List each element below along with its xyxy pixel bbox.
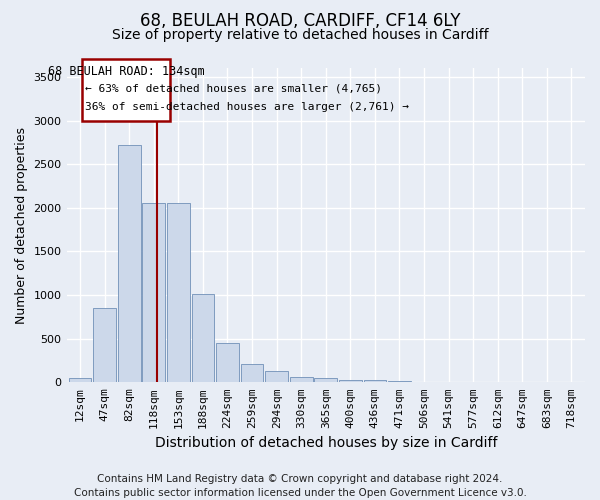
Bar: [191, 294, 214, 382]
Bar: [94, 308, 116, 382]
Bar: [167, 203, 190, 382]
Text: Contains HM Land Registry data © Crown copyright and database right 2024.
Contai: Contains HM Land Registry data © Crown c…: [74, 474, 526, 498]
Y-axis label: Number of detached properties: Number of detached properties: [15, 126, 28, 324]
Bar: [216, 342, 239, 382]
Text: Size of property relative to detached houses in Cardiff: Size of property relative to detached ho…: [112, 28, 488, 42]
Bar: [241, 364, 263, 382]
Bar: [118, 145, 140, 382]
Bar: [364, 380, 386, 382]
Bar: [339, 380, 362, 382]
Text: 68 BEULAH ROAD: 134sqm: 68 BEULAH ROAD: 134sqm: [48, 65, 205, 78]
Text: 68, BEULAH ROAD, CARDIFF, CF14 6LY: 68, BEULAH ROAD, CARDIFF, CF14 6LY: [140, 12, 460, 30]
X-axis label: Distribution of detached houses by size in Cardiff: Distribution of detached houses by size …: [155, 436, 497, 450]
Text: ← 63% of detached houses are smaller (4,765): ← 63% of detached houses are smaller (4,…: [85, 84, 382, 94]
FancyBboxPatch shape: [82, 60, 170, 120]
Bar: [290, 376, 313, 382]
Bar: [142, 202, 165, 382]
Text: 36% of semi-detached houses are larger (2,761) →: 36% of semi-detached houses are larger (…: [85, 102, 409, 112]
Bar: [314, 378, 337, 382]
Bar: [69, 378, 91, 382]
Bar: [265, 371, 288, 382]
